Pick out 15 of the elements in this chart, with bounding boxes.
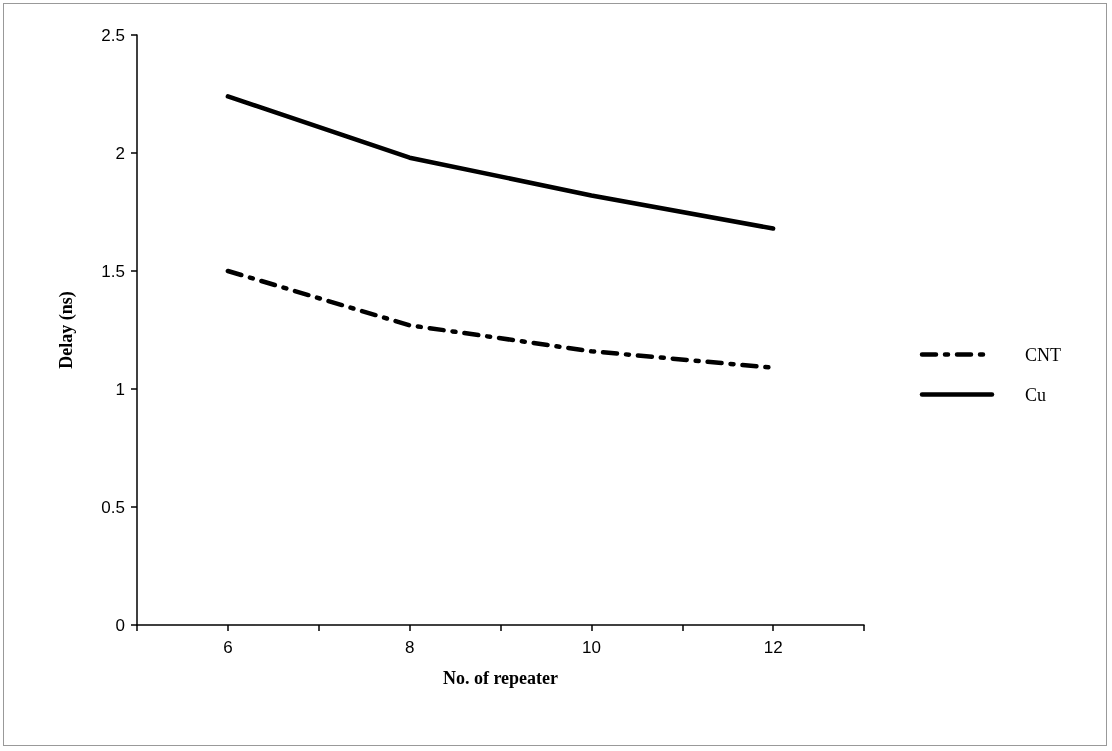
y-tick-label: 1 [115,379,125,399]
y-tick-label: 0 [115,615,125,635]
x-tick-label: 8 [404,638,415,657]
y-tick-label: 1.5 [101,261,125,281]
line-series [225,94,776,231]
x-tick-label: 10 [581,638,601,657]
y-tick-label: 2 [115,143,125,163]
y-tick-label: 0.5 [101,497,125,517]
legend-label: Cu [1025,384,1047,405]
y-axis-title: Delay (ns) [56,291,77,369]
x-tick-label: 12 [763,638,783,657]
y-tick-label: 2.5 [101,25,125,45]
legend-label: CNT [1025,344,1061,365]
x-axis-title: No. of repeater [442,668,559,688]
x-tick-label: 6 [223,638,233,657]
